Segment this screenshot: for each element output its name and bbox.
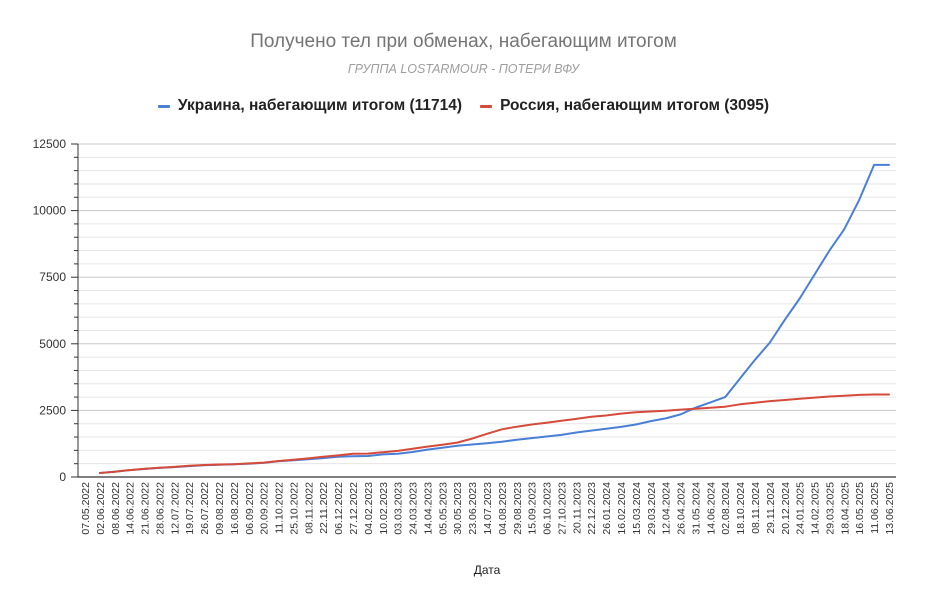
legend-item-russia[interactable]: Россия, набегающим итогом (3095) (480, 97, 769, 115)
x-tick-label: 11.10.2022 (274, 482, 286, 534)
x-tick-label: 03.03.2023 (393, 482, 405, 535)
x-tick-label: 15.03.2024 (631, 482, 643, 535)
y-tick-label: 0 (59, 470, 66, 484)
x-tick-label: 15.09.2023 (527, 482, 539, 535)
x-tick-label: 16.08.2022 (229, 482, 241, 535)
x-tick-label: 08.06.2022 (110, 482, 122, 535)
x-tick-label: 06.09.2022 (244, 482, 256, 535)
x-tick-label: 29.03.2024 (646, 482, 658, 535)
x-tick-label: 14.04.2023 (422, 482, 434, 535)
x-tick-label: 06.12.2022 (333, 482, 345, 535)
x-tick-label: 28.06.2022 (154, 482, 166, 535)
x-tick-label: 04.08.2023 (497, 482, 509, 535)
x-tick-label: 07.05.2022 (80, 482, 92, 535)
x-tick-label: 18.04.2025 (839, 482, 851, 535)
x-tick-label: 26.04.2024 (676, 482, 688, 535)
x-tick-label: 14.06.2022 (125, 482, 137, 535)
x-tick-label: 13.06.2025 (884, 482, 896, 535)
x-tick-label: 12.07.2022 (169, 482, 181, 535)
series-line-ukraine (98, 163, 890, 474)
x-tick-label: 02.06.2022 (95, 482, 107, 535)
x-tick-label: 29.03.2025 (824, 482, 836, 535)
x-tick-label: 02.08.2024 (720, 482, 732, 535)
x-tick-label: 30.05.2023 (452, 482, 464, 535)
x-tick-label: 27.12.2022 (348, 482, 360, 535)
x-tick-label: 23.06.2023 (467, 482, 479, 535)
x-tick-label: 05.05.2023 (437, 482, 449, 535)
x-tick-label: 22.11.2022 (318, 482, 330, 534)
x-tick-label: 21.06.2022 (140, 482, 152, 535)
y-tick-label: 5000 (39, 337, 66, 351)
chart-title: Получено тел при обменах, набегающим ито… (250, 31, 677, 52)
x-tick-label: 14.06.2024 (705, 482, 717, 535)
x-tick-label: 08.11.2022 (303, 482, 315, 534)
legend-label-ukraine: Украина, набегающим итогом (11714) (177, 97, 463, 114)
x-tick-label: 20.11.2023 (571, 482, 583, 534)
x-tick-label: 04.02.2023 (363, 482, 375, 535)
x-tick-label: 19.07.2022 (184, 482, 196, 535)
x-tick-label: 29.08.2023 (512, 482, 524, 535)
y-tick-label: 12500 (33, 137, 67, 151)
x-tick-label: 20.09.2022 (259, 482, 271, 535)
x-tick-label: 06.10.2023 (542, 482, 554, 535)
chart-subtitle: ГРУППА LOSTARMOUR - ПОТЕРИ ВФУ (347, 62, 580, 76)
legend-item-ukraine[interactable]: Украина, набегающим итогом (11714) (157, 97, 463, 115)
x-tick-label: 24.01.2025 (795, 482, 807, 535)
y-tick-label: 2500 (39, 403, 66, 417)
x-tick-label: 27.10.2023 (556, 482, 568, 535)
x-tick-label: 14.07.2023 (482, 482, 494, 535)
x-tick-label: 11.06.2025 (869, 482, 881, 534)
series-line-russia (98, 393, 890, 474)
legend-swatch-russia (480, 104, 493, 108)
x-tick-label: 16.02.2024 (616, 482, 628, 535)
x-tick-label: 09.08.2022 (214, 482, 226, 535)
x-tick-label: 08.11.2024 (750, 482, 762, 534)
x-tick-label: 26.01.2024 (601, 482, 613, 535)
x-tick-label: 12.04.2024 (661, 482, 673, 535)
legend-swatch-ukraine (157, 104, 170, 108)
x-axis-title: Дата (473, 563, 501, 577)
x-tick-label: 22.12.2023 (586, 482, 598, 535)
x-tick-label: 29.11.2024 (765, 482, 777, 534)
x-tick-label: 16.05.2025 (854, 482, 866, 535)
x-tick-label: 26.07.2022 (199, 482, 211, 535)
x-tick-label: 14.02.2025 (810, 482, 822, 535)
y-tick-label: 7500 (39, 270, 66, 284)
y-tick-label: 10000 (33, 204, 67, 218)
x-tick-label: 31.05.2024 (690, 482, 702, 535)
x-tick-label: 25.10.2022 (288, 482, 300, 535)
x-tick-label: 20.12.2024 (780, 482, 792, 535)
x-tick-label: 18.10.2024 (735, 482, 747, 535)
legend-label-russia: Россия, набегающим итогом (3095) (500, 97, 770, 114)
chart-legend: Украина, набегающим итогом (11714) Росси… (0, 97, 927, 115)
x-tick-label: 10.02.2023 (378, 482, 390, 535)
x-tick-label: 24.03.2023 (408, 482, 420, 535)
